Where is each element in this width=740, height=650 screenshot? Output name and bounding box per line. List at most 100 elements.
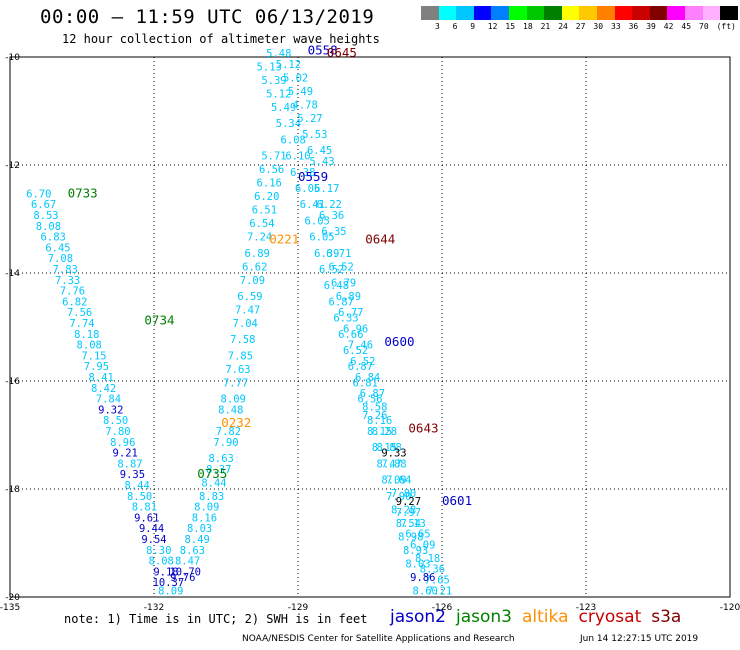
swh-value: 7.15 xyxy=(81,350,106,362)
time-label: 0735 xyxy=(197,466,227,481)
satellite-cryosat: cryosat xyxy=(578,607,642,627)
swh-value: 6.70 xyxy=(26,188,51,200)
time-label: 0645 xyxy=(327,45,357,60)
swh-value: 8.09 xyxy=(158,585,183,597)
y-tick-label: -16 xyxy=(5,377,20,387)
x-tick-label: -132 xyxy=(144,603,164,613)
swh-value: 5.02 xyxy=(283,72,308,84)
swh-value: 9.44 xyxy=(139,523,164,535)
swh-value: 7.80 xyxy=(391,488,416,500)
swh-value: 6.10 xyxy=(285,151,310,163)
swh-value: 8.08 xyxy=(149,556,174,568)
satellite-jason2: jason2 xyxy=(390,607,446,627)
swh-value: 5.43 xyxy=(309,156,334,168)
swh-value: 6.41 xyxy=(300,199,325,211)
legend-swatch xyxy=(561,6,580,20)
time-label: 0734 xyxy=(144,312,174,327)
swh-value: 5.49 xyxy=(288,86,313,98)
swh-value: 6.17 xyxy=(314,183,339,195)
swh-value: 8.83 xyxy=(199,491,224,503)
swh-value: 5.34 xyxy=(276,118,301,130)
swh-value: 8.60 xyxy=(413,585,438,597)
swh-value: 6.77 xyxy=(338,307,363,319)
chart-subtitle: 12 hour collection of altimeter wave hei… xyxy=(62,32,380,46)
legend-swatch xyxy=(684,6,703,20)
swh-value: 6.05 xyxy=(305,215,330,227)
legend-label: 33 xyxy=(611,22,621,31)
swh-value: 6.52 xyxy=(343,345,368,357)
swh-value: 9.18 xyxy=(153,566,178,578)
x-tick-label: -120 xyxy=(720,603,740,613)
swh-value: 6.56 xyxy=(357,394,382,406)
swh-value: 6.52 xyxy=(319,264,344,276)
swh-value: 6.62 xyxy=(242,261,267,273)
legend-label: 6 xyxy=(452,22,458,31)
swh-value: 7.63 xyxy=(225,364,250,376)
swh-value: 9.27 xyxy=(396,496,421,508)
swh-value: 8.15 xyxy=(367,426,392,438)
footer-credit: NOAA/NESDIS Center for Satellite Applica… xyxy=(242,634,515,644)
swh-value: 9.32 xyxy=(98,404,123,416)
swh-value: 6.16 xyxy=(257,178,282,190)
swh-value: 8.44 xyxy=(125,480,150,492)
legend-swatch xyxy=(473,6,492,20)
swh-value: 8.50 xyxy=(103,415,128,427)
legend-label: 24 xyxy=(558,22,568,31)
legend-label: 45 xyxy=(681,22,692,31)
swh-value: 6.52 xyxy=(329,261,354,273)
legend-label: 9 xyxy=(470,22,476,31)
swh-value: 7.09 xyxy=(240,275,265,287)
legend-label: 30 xyxy=(593,22,604,31)
swh-value: 6.35 xyxy=(321,226,346,238)
swh-value: 8.96 xyxy=(110,437,135,449)
swh-value: 8.18 xyxy=(74,329,99,341)
swh-value: 6.05 xyxy=(295,183,320,195)
swh-value: 7.82 xyxy=(216,426,241,438)
legend-swatch xyxy=(456,6,474,20)
swh-value: 7.88 xyxy=(381,458,406,470)
swh-value: 8.08 xyxy=(77,340,102,352)
legend-swatch xyxy=(544,6,562,20)
swh-value: 8.87 xyxy=(117,458,142,470)
swh-value: 8.93 xyxy=(403,545,428,557)
swh-value: 7.83 xyxy=(53,264,78,276)
swh-value: 6.87 xyxy=(348,361,373,373)
plot-frame xyxy=(9,56,731,598)
y-tick-label: -18 xyxy=(5,485,20,495)
swh-value: 8.48 xyxy=(218,404,243,416)
swh-value: 7.84 xyxy=(96,394,121,406)
swh-value: 6.71 xyxy=(326,248,351,260)
swh-value: 8.08 xyxy=(36,221,61,233)
swh-value: 8.15 xyxy=(372,442,397,454)
swh-value: 6.89 xyxy=(336,291,361,303)
swh-value: 5.12 xyxy=(266,89,291,101)
swh-value: 6.45 xyxy=(307,145,332,157)
legend-swatch xyxy=(632,6,650,20)
swh-value: 8.54 xyxy=(396,518,421,530)
swh-value: 8.16 xyxy=(192,512,217,524)
swh-value: 5.53 xyxy=(302,129,327,141)
swh-value: 7.76 xyxy=(60,286,85,298)
y-tick-label: -10 xyxy=(5,53,20,63)
swh-value: 7.13 xyxy=(401,518,426,530)
swh-value: 7.47 xyxy=(235,305,260,317)
swh-value: 8.30 xyxy=(146,545,171,557)
time-label: 0600 xyxy=(384,334,414,349)
legend-swatch xyxy=(596,6,615,20)
legend-label: 42 xyxy=(663,22,674,31)
swh-value: 5.71 xyxy=(261,151,286,163)
time-label: 0643 xyxy=(408,420,438,435)
swh-value: 8.09 xyxy=(194,502,219,514)
legend-swatch xyxy=(614,6,633,20)
swh-value: 8.53 xyxy=(33,210,58,222)
legend-label: 3 xyxy=(435,22,440,31)
swh-value: 8.09 xyxy=(381,475,406,487)
swh-value: 5.49 xyxy=(271,102,296,114)
note-text: note: 1) Time is in UTC; 2) SWH is in fe… xyxy=(64,612,368,626)
legend-swatch xyxy=(579,6,597,20)
swh-value: 9.54 xyxy=(141,534,166,546)
swh-value: 6.65 xyxy=(405,529,430,541)
swh-value: 8.41 xyxy=(89,372,114,384)
swh-value: 6.82 xyxy=(62,296,87,308)
swh-value: 6.33 xyxy=(333,313,358,325)
